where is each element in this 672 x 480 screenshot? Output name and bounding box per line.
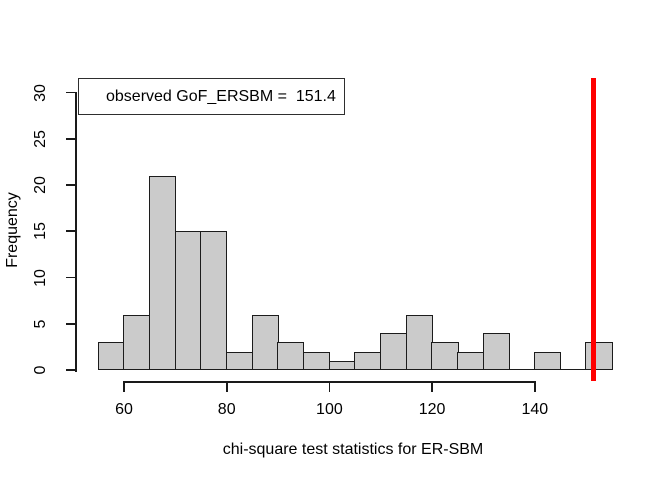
- y-tick: [66, 276, 77, 279]
- y-tick-label: 0: [32, 365, 49, 375]
- histogram-bar: [380, 333, 408, 370]
- y-tick: [66, 137, 77, 140]
- histogram-bar: [405, 314, 433, 370]
- x-tick: [328, 381, 331, 392]
- histogram-bar: [585, 342, 613, 370]
- histogram-bar: [200, 231, 228, 370]
- histogram-bar: [482, 333, 510, 370]
- histogram-bar: [534, 351, 562, 370]
- y-tick: [66, 369, 77, 371]
- y-tick-label: 10: [32, 268, 49, 287]
- x-tick: [431, 381, 433, 392]
- y-tick-label: 25: [32, 129, 49, 148]
- x-tick: [533, 381, 536, 392]
- histogram-bar: [354, 351, 382, 370]
- x-tick: [225, 381, 228, 392]
- legend: observed GoF_ERSBM = 151.4: [78, 78, 345, 115]
- y-tick-label: 15: [32, 222, 49, 241]
- y-axis-title: Frequency: [4, 192, 21, 268]
- histogram-bar: [277, 342, 305, 370]
- observed-value-line: [590, 78, 596, 381]
- histogram-bar: [174, 231, 202, 370]
- histogram-bar: [431, 342, 459, 370]
- histogram-bar: [148, 175, 177, 370]
- histogram-bar: [97, 342, 125, 370]
- histogram-bar: [251, 314, 279, 370]
- legend-text: observed GoF_ERSBM = 151.4: [106, 87, 336, 105]
- y-tick-label: 5: [32, 319, 49, 329]
- x-axis-title: chi-square test statistics for ER-SBM: [222, 441, 484, 458]
- x-tick-label: 140: [521, 401, 549, 418]
- y-axis-line: [75, 92, 77, 372]
- y-tick: [66, 230, 77, 233]
- x-tick: [123, 381, 125, 392]
- histogram-bar: [225, 351, 254, 370]
- y-tick: [66, 322, 77, 325]
- x-tick-label: 120: [418, 401, 446, 418]
- histogram-bar: [457, 351, 485, 370]
- x-tick-label: 60: [115, 401, 133, 418]
- histogram-bar: [328, 360, 356, 370]
- y-tick: [66, 91, 77, 94]
- y-tick-label: 30: [32, 83, 49, 102]
- y-tick: [66, 184, 77, 186]
- x-tick-label: 80: [217, 401, 236, 418]
- x-tick-label: 100: [316, 401, 343, 418]
- y-tick-label: 20: [32, 176, 49, 194]
- histogram-bar: [123, 314, 151, 370]
- histogram-bar: [302, 351, 331, 370]
